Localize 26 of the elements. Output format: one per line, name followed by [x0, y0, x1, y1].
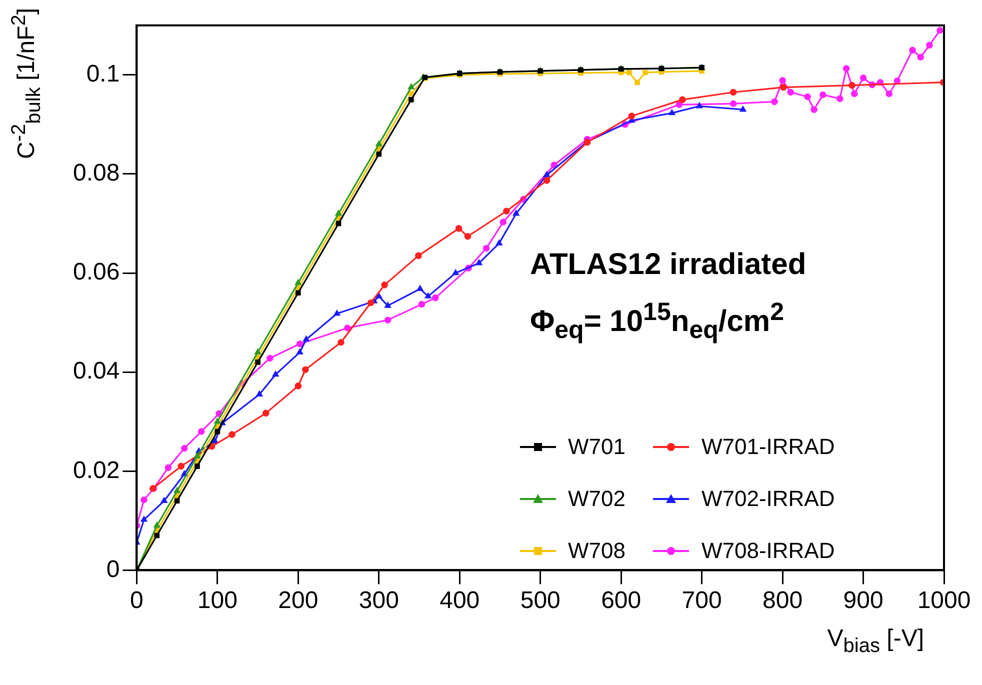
y-tick-label: 0.02 — [72, 456, 120, 484]
x-tick-label: 200 — [278, 587, 318, 614]
x-tick-label: 100 — [197, 587, 238, 614]
legend-label: W708 — [568, 538, 626, 564]
annotation: Φ$_{eq}$= 10$^{15}$n$_{eq}$/cm$^{2}$ — [530, 298, 784, 345]
legend-label: W701 — [568, 434, 626, 460]
x-tick-label: 500 — [520, 587, 560, 614]
annotation: ATLAS12 irradiated — [530, 248, 806, 282]
y-tick-label: 0.1 — [86, 60, 120, 88]
legend-label: W702 — [568, 486, 626, 512]
x-tick-label: 1000 — [917, 587, 971, 614]
x-tick-label: 300 — [358, 587, 399, 614]
legend-label: W701-IRRAD — [701, 434, 835, 460]
legend-label: W708-IRRAD — [701, 538, 835, 564]
x-tick-label: 900 — [843, 587, 884, 614]
legend-label: W702-IRRAD — [701, 486, 835, 512]
x-tick-label: 700 — [682, 587, 722, 614]
x-tick-label: 400 — [440, 587, 480, 614]
x-axis-title: V$_{bias}$ [-V] — [827, 625, 924, 658]
y-tick-label: 0.06 — [72, 258, 120, 286]
x-tick-label: 600 — [601, 587, 642, 614]
y-tick-label: 0 — [106, 556, 120, 583]
x-tick-label: 800 — [762, 587, 803, 614]
y-tick-label: 0.04 — [72, 358, 120, 385]
y-tick-label: 0.08 — [72, 160, 120, 187]
x-tick-label: 0 — [130, 587, 144, 614]
